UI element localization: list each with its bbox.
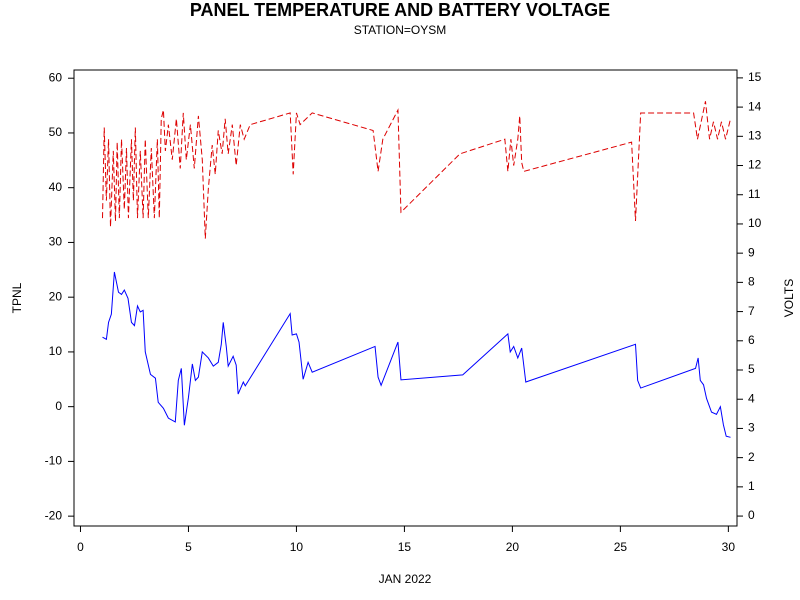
y2-tick-label: 9 bbox=[748, 245, 755, 259]
y2-tick-label: 15 bbox=[748, 70, 762, 84]
y-tick-label: 60 bbox=[49, 70, 63, 84]
y2-tick-label: 6 bbox=[748, 333, 755, 347]
series-line bbox=[102, 271, 731, 438]
y2-tick-label: 4 bbox=[748, 391, 755, 405]
x-tick-label: 20 bbox=[506, 540, 520, 554]
y-tick-label: -20 bbox=[45, 508, 63, 522]
x-tick-label: 10 bbox=[290, 540, 304, 554]
series-line bbox=[102, 101, 732, 239]
y2-tick-label: 12 bbox=[748, 158, 762, 172]
y2-tick-label: 0 bbox=[748, 508, 755, 522]
y2-tick-label: 3 bbox=[748, 421, 755, 435]
y2-tick-label: 10 bbox=[748, 216, 762, 230]
y-tick-label: -10 bbox=[45, 454, 63, 468]
y2-tick-label: 13 bbox=[748, 128, 762, 142]
y-tick-label: 0 bbox=[55, 399, 62, 413]
chart-subtitle: STATION=OYSM bbox=[354, 23, 447, 37]
y2-tick-label: 2 bbox=[748, 450, 755, 464]
y-tick-label: 40 bbox=[49, 180, 63, 194]
x-axis-label: JAN 2022 bbox=[379, 572, 432, 586]
plot-frame bbox=[73, 69, 738, 527]
x-tick-label: 5 bbox=[185, 540, 192, 554]
y2-tick-label: 14 bbox=[748, 99, 762, 113]
y2-tick-label: 8 bbox=[748, 275, 755, 289]
y-tick-label: 20 bbox=[49, 289, 63, 303]
x-tick-label: 15 bbox=[398, 540, 412, 554]
y2-tick-label: 11 bbox=[748, 187, 761, 201]
y2-tick-label: 5 bbox=[748, 362, 755, 376]
x-tick-label: 0 bbox=[77, 540, 84, 554]
x-tick-label: 30 bbox=[722, 540, 736, 554]
y2-axis-label: VOLTS bbox=[782, 279, 796, 317]
y-tick-label: 10 bbox=[49, 344, 63, 358]
x-tick-label: 25 bbox=[614, 540, 628, 554]
y2-tick-label: 7 bbox=[748, 304, 755, 318]
y2-tick-label: 1 bbox=[748, 479, 755, 493]
y-tick-label: 50 bbox=[49, 125, 63, 139]
y-axis-label: TPNL bbox=[10, 282, 24, 313]
chart-title: PANEL TEMPERATURE AND BATTERY VOLTAGE bbox=[190, 0, 610, 20]
y-tick-label: 30 bbox=[49, 235, 63, 249]
